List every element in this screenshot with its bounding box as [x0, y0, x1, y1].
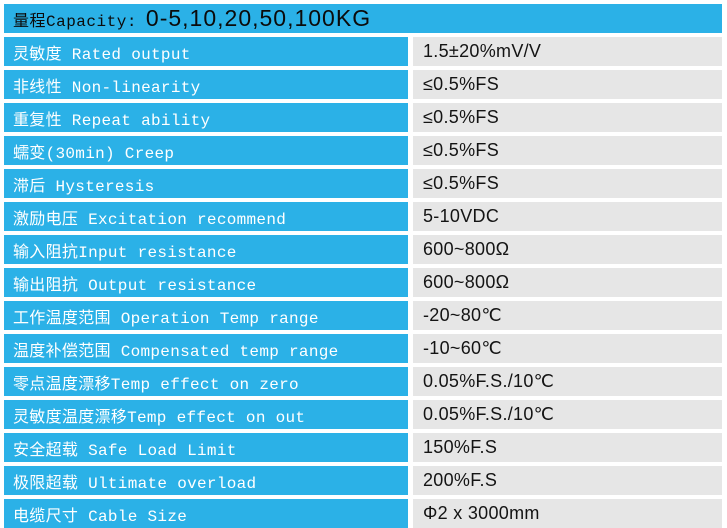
capacity-header-row: 量程Capacity: 0-5,10,20,50,100KG: [4, 4, 722, 33]
table-row: 工作温度范围 Operation Temp range -20~80℃: [4, 301, 722, 330]
spec-value: ≤0.5%FS: [413, 169, 722, 198]
spec-value: 5-10VDC: [413, 202, 722, 231]
table-row: 滞后 Hysteresis ≤0.5%FS: [4, 169, 722, 198]
spec-value: 600~800Ω: [413, 235, 722, 264]
spec-value: ≤0.5%FS: [413, 70, 722, 99]
spec-value: -10~60℃: [413, 334, 722, 363]
spec-value: 0.05%F.S./10℃: [413, 367, 722, 396]
spec-value: ≤0.5%FS: [413, 103, 722, 132]
capacity-header-label: 量程Capacity:: [13, 12, 137, 31]
spec-value: 600~800Ω: [413, 268, 722, 297]
spec-label: 输出阻抗 Output resistance: [4, 268, 408, 297]
table-row: 重复性 Repeat ability ≤0.5%FS: [4, 103, 722, 132]
spec-value: ≤0.5%FS: [413, 136, 722, 165]
spec-value: 0.05%F.S./10℃: [413, 400, 722, 429]
table-row: 电缆尺寸 Cable Size Φ2 x 3000mm: [4, 499, 722, 528]
spec-value: 150%F.S: [413, 433, 722, 462]
table-row: 非线性 Non-linearity ≤0.5%FS: [4, 70, 722, 99]
table-body: 灵敏度 Rated output 1.5±20%mV/V 非线性 Non-lin…: [4, 37, 722, 528]
table-row: 零点温度漂移Temp effect on zero 0.05%F.S./10℃: [4, 367, 722, 396]
table-row: 极限超载 Ultimate overload 200%F.S: [4, 466, 722, 495]
spec-label: 重复性 Repeat ability: [4, 103, 408, 132]
spec-label: 工作温度范围 Operation Temp range: [4, 301, 408, 330]
spec-label: 电缆尺寸 Cable Size: [4, 499, 408, 528]
table-row: 安全超载 Safe Load Limit 150%F.S: [4, 433, 722, 462]
table-row: 输出阻抗 Output resistance 600~800Ω: [4, 268, 722, 297]
table-row: 激励电压 Excitation recommend 5-10VDC: [4, 202, 722, 231]
spec-label: 蠕变(30min) Creep: [4, 136, 408, 165]
spec-value: 1.5±20%mV/V: [413, 37, 722, 66]
spec-value: Φ2 x 3000mm: [413, 499, 722, 528]
table-row: 蠕变(30min) Creep ≤0.5%FS: [4, 136, 722, 165]
spec-value: 200%F.S: [413, 466, 722, 495]
spec-label: 滞后 Hysteresis: [4, 169, 408, 198]
spec-label: 极限超载 Ultimate overload: [4, 466, 408, 495]
spec-value: -20~80℃: [413, 301, 722, 330]
spec-label: 非线性 Non-linearity: [4, 70, 408, 99]
table-row: 温度补偿范围 Compensated temp range -10~60℃: [4, 334, 722, 363]
table-row: 灵敏度 Rated output 1.5±20%mV/V: [4, 37, 722, 66]
spec-label: 灵敏度 Rated output: [4, 37, 408, 66]
spec-label: 零点温度漂移Temp effect on zero: [4, 367, 408, 396]
table-row: 输入阻抗Input resistance 600~800Ω: [4, 235, 722, 264]
spec-label: 温度补偿范围 Compensated temp range: [4, 334, 408, 363]
capacity-header-value: 0-5,10,20,50,100KG: [145, 5, 372, 31]
spec-label: 激励电压 Excitation recommend: [4, 202, 408, 231]
spec-label: 灵敏度温度漂移Temp effect on out: [4, 400, 408, 429]
table-row: 灵敏度温度漂移Temp effect on out 0.05%F.S./10℃: [4, 400, 722, 429]
spec-label: 输入阻抗Input resistance: [4, 235, 408, 264]
spec-label: 安全超载 Safe Load Limit: [4, 433, 408, 462]
